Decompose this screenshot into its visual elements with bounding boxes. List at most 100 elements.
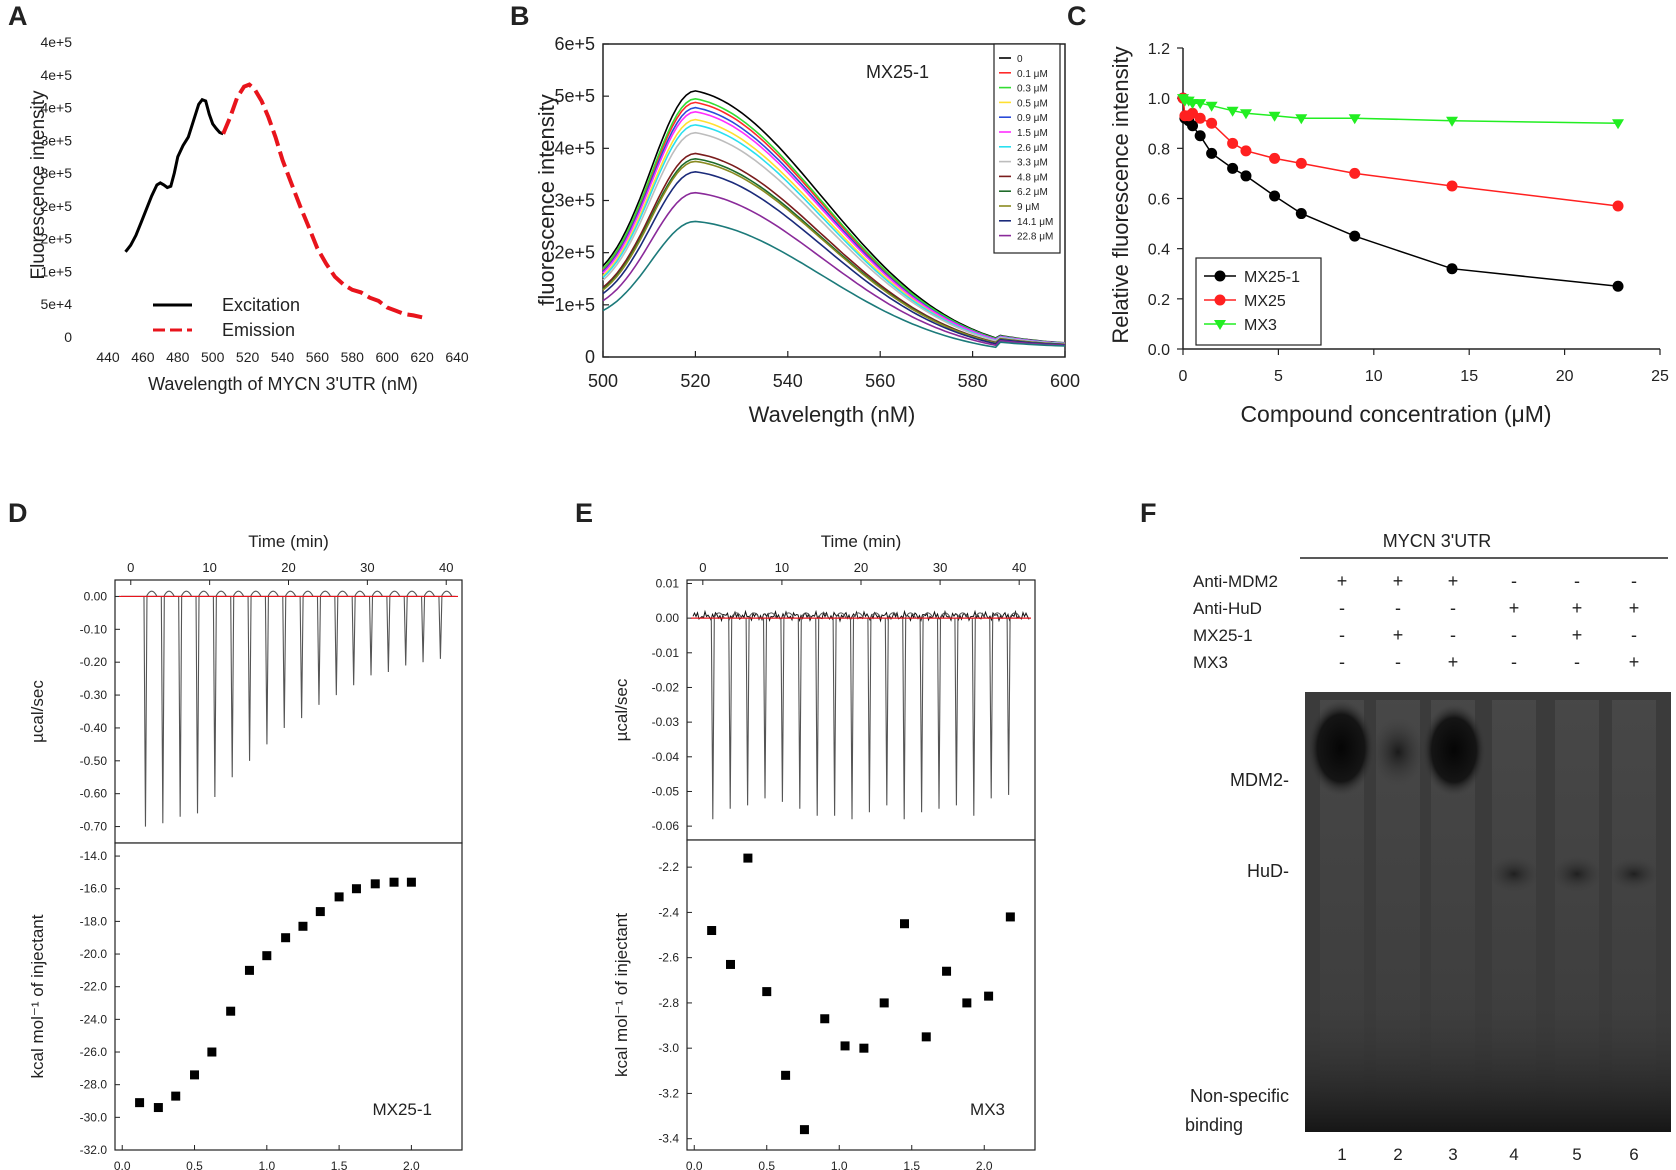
d-injection-peak — [230, 590, 245, 778]
gel-row-cell: - — [1511, 571, 1517, 591]
e-rate-tick-label: -0.01 — [652, 646, 680, 660]
b-legend-label: 4.8 μM — [1017, 172, 1048, 183]
e-data-point — [984, 991, 994, 1001]
d-injection-peak — [403, 590, 418, 666]
c-x-tick-label: 10 — [1365, 368, 1383, 385]
c-point-mx25 — [1269, 152, 1281, 164]
d-time-tick-label: 30 — [360, 560, 374, 575]
d-raw-frame — [114, 579, 463, 844]
d-heat-tick-label: -24.0 — [80, 1012, 108, 1026]
d-data-point — [226, 1006, 236, 1016]
c-point-mx25-1 — [1349, 230, 1361, 242]
b-y-tick-label: 1e+5 — [554, 295, 595, 315]
c-point-mx25-1 — [1240, 170, 1252, 182]
c-point-mx25 — [1446, 180, 1458, 192]
a-x-tick-label: 480 — [166, 349, 190, 365]
b-x-tick-label: 600 — [1050, 371, 1080, 391]
d-data-point — [207, 1047, 217, 1057]
gel-row-cell: - — [1511, 625, 1517, 645]
e-data-point — [921, 1032, 931, 1042]
c-x-tick-label: 5 — [1274, 368, 1283, 385]
e-rate-tick-label: -0.05 — [652, 784, 680, 798]
b-legend-label: 2.6 μM — [1017, 143, 1048, 154]
a-y-tick-label: 0 — [64, 329, 72, 345]
b-y-tick-label: 6e+5 — [554, 34, 595, 54]
gel-row-cell: - — [1395, 598, 1401, 618]
e-data-point — [799, 1125, 809, 1135]
e-injection-peak — [1006, 612, 1021, 795]
gel-row-cell: + — [1629, 598, 1640, 618]
d-molar-tick-label: 2.0 — [403, 1159, 420, 1170]
e-heat-axis-label: kcal mol⁻¹ of injectant — [612, 913, 631, 1077]
gel-row-label: MX3 — [1193, 653, 1228, 672]
d-data-point — [351, 884, 361, 894]
e-injection-peak — [884, 612, 899, 806]
gel-row-cell: - — [1450, 625, 1456, 645]
e-rate-tick-label: 0.00 — [656, 611, 680, 625]
gel-row-cell: - — [1339, 652, 1345, 672]
gel-row-cell: + — [1509, 598, 1520, 618]
c-point-mx3 — [1226, 106, 1239, 117]
gel-row-cell: + — [1393, 625, 1404, 645]
a-legend-label-excitation: Excitation — [222, 295, 300, 315]
a-x-tick-label: 520 — [236, 349, 260, 365]
d-heat-tick-label: -30.0 — [80, 1110, 108, 1124]
gel-band-hud-lane-5 — [1551, 856, 1603, 892]
a-x-axis-label: Wavelength of MYCN 3'UTR (nM) — [148, 374, 418, 394]
a-y-tick-label: 4e+5 — [40, 100, 72, 116]
e-injection-peak — [832, 612, 847, 816]
e-heat-tick-label: -3.4 — [658, 1132, 679, 1146]
panel-letter-e: E — [575, 498, 593, 528]
panel-letter-f: F — [1140, 498, 1157, 528]
d-data-point — [389, 877, 399, 887]
a-x-tick-label: 500 — [201, 349, 225, 365]
d-heat-axis-label: kcal mol⁻¹ of injectant — [28, 914, 47, 1078]
d-injection-peak — [386, 590, 401, 673]
gel-row-cell: - — [1631, 571, 1637, 591]
c-point-mx25-1 — [1295, 208, 1307, 220]
panel-letter-c: C — [1067, 1, 1087, 31]
e-injection-peak — [936, 612, 952, 809]
c-point-mx3 — [1268, 111, 1281, 122]
e-data-point — [962, 998, 972, 1008]
a-x-tick-label: 620 — [410, 349, 434, 365]
b-x-axis-label: Wavelength (nM) — [749, 402, 916, 427]
e-molar-tick-label: 1.0 — [831, 1159, 848, 1170]
panel-d-chart: 0 10 20 30 40 Time (min) 0.00 -0.10 -0.20 -0.30 -0… — [28, 532, 463, 1170]
e-data-point — [1005, 912, 1015, 922]
band-label-hud: HuD- — [1247, 861, 1289, 881]
d-rate-tick-label: -0.50 — [80, 754, 108, 768]
e-time-tick-label: 20 — [854, 560, 868, 575]
c-y-tick-label: 1.2 — [1148, 41, 1170, 58]
e-injection-peak — [954, 612, 969, 806]
b-y-tick-label: 4e+5 — [554, 138, 595, 158]
d-rate-tick-label: -0.10 — [80, 622, 108, 636]
a-x-tick-label: 580 — [341, 349, 365, 365]
d-rate-tick-label: -0.70 — [80, 820, 108, 834]
panel-b-chart: 500 520 540 560 580 600 0 1e+5 2e+5 3e+5 4e+5 5e+5 6… — [534, 34, 1080, 427]
d-heat-tick-label: -32.0 — [80, 1143, 108, 1157]
e-molar-tick-label: 0.5 — [758, 1159, 775, 1170]
b-x-tick-label: 560 — [865, 371, 895, 391]
a-y-tick-label: 2e+5 — [40, 231, 72, 247]
panel-letter-b: B — [510, 1, 530, 31]
a-y-tick-label: 3e+5 — [40, 165, 72, 181]
a-x-tick-label: 540 — [271, 349, 295, 365]
b-x-tick-label: 500 — [588, 371, 618, 391]
panel-f-gel: MYCN 3'UTR Anti-MDM2 + + + - - - Anti-HuD - - - + + +… — [1185, 531, 1671, 1164]
d-molar-tick-label: 0.5 — [186, 1159, 203, 1170]
c-x-tick-label: 25 — [1651, 368, 1669, 385]
e-injection-peak — [745, 612, 760, 806]
c-point-mx25-1 — [1612, 280, 1624, 292]
c-point-mx3 — [1239, 109, 1252, 120]
d-heat-tick-label: -14.0 — [80, 849, 108, 863]
e-heat-tick-label: -3.2 — [658, 1086, 679, 1100]
gel-condition-table: Anti-MDM2 + + + - - - Anti-HuD - - - + + + MX25-1 - + - - +… — [1193, 571, 1639, 672]
c-legend-marker — [1214, 320, 1226, 330]
c-point-mx25-1 — [1269, 190, 1281, 202]
c-point-mx25 — [1349, 167, 1361, 179]
e-injection-peak — [780, 612, 795, 802]
c-x-axis-label: Compound concentration (μM) — [1240, 401, 1551, 427]
e-rate-tick-label: 0.01 — [656, 576, 680, 590]
gel-lane-number: 6 — [1629, 1145, 1638, 1164]
